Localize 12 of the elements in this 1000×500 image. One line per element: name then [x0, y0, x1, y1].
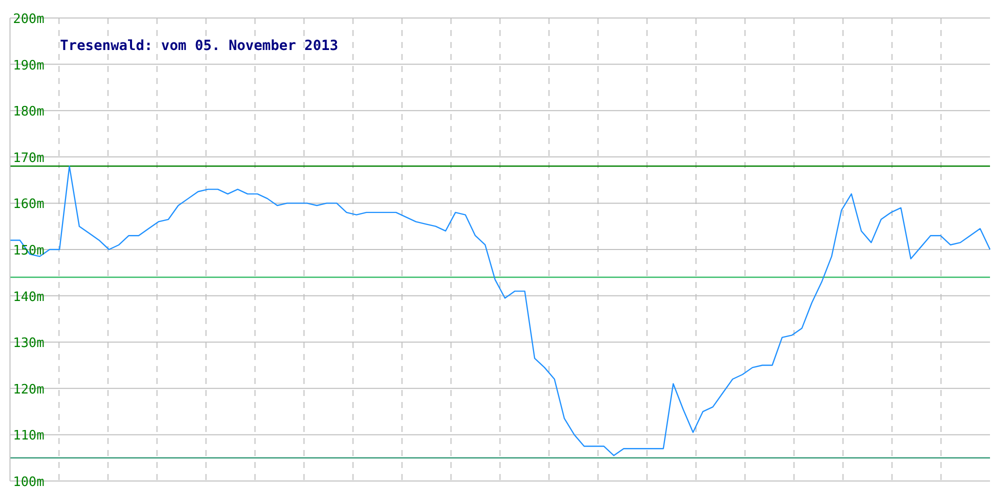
y-tick-label: 140m [13, 290, 44, 305]
y-tick-label: 200m [13, 12, 44, 27]
y-tick-label: 120m [13, 382, 44, 398]
text: Tresenwald: vom 05. November 2013 [60, 38, 338, 54]
y-tick-label: 160m [13, 197, 44, 212]
y-tick-label: 190m [13, 58, 44, 74]
y-tick-label: 110m [13, 428, 44, 444]
y-tick-label: 170m [13, 150, 44, 166]
line-series [9, 166, 991, 456]
y-tick-label: 180m [13, 104, 44, 120]
y-tick-label: 130m [13, 336, 44, 352]
y-tick-label: 100m [13, 475, 44, 490]
